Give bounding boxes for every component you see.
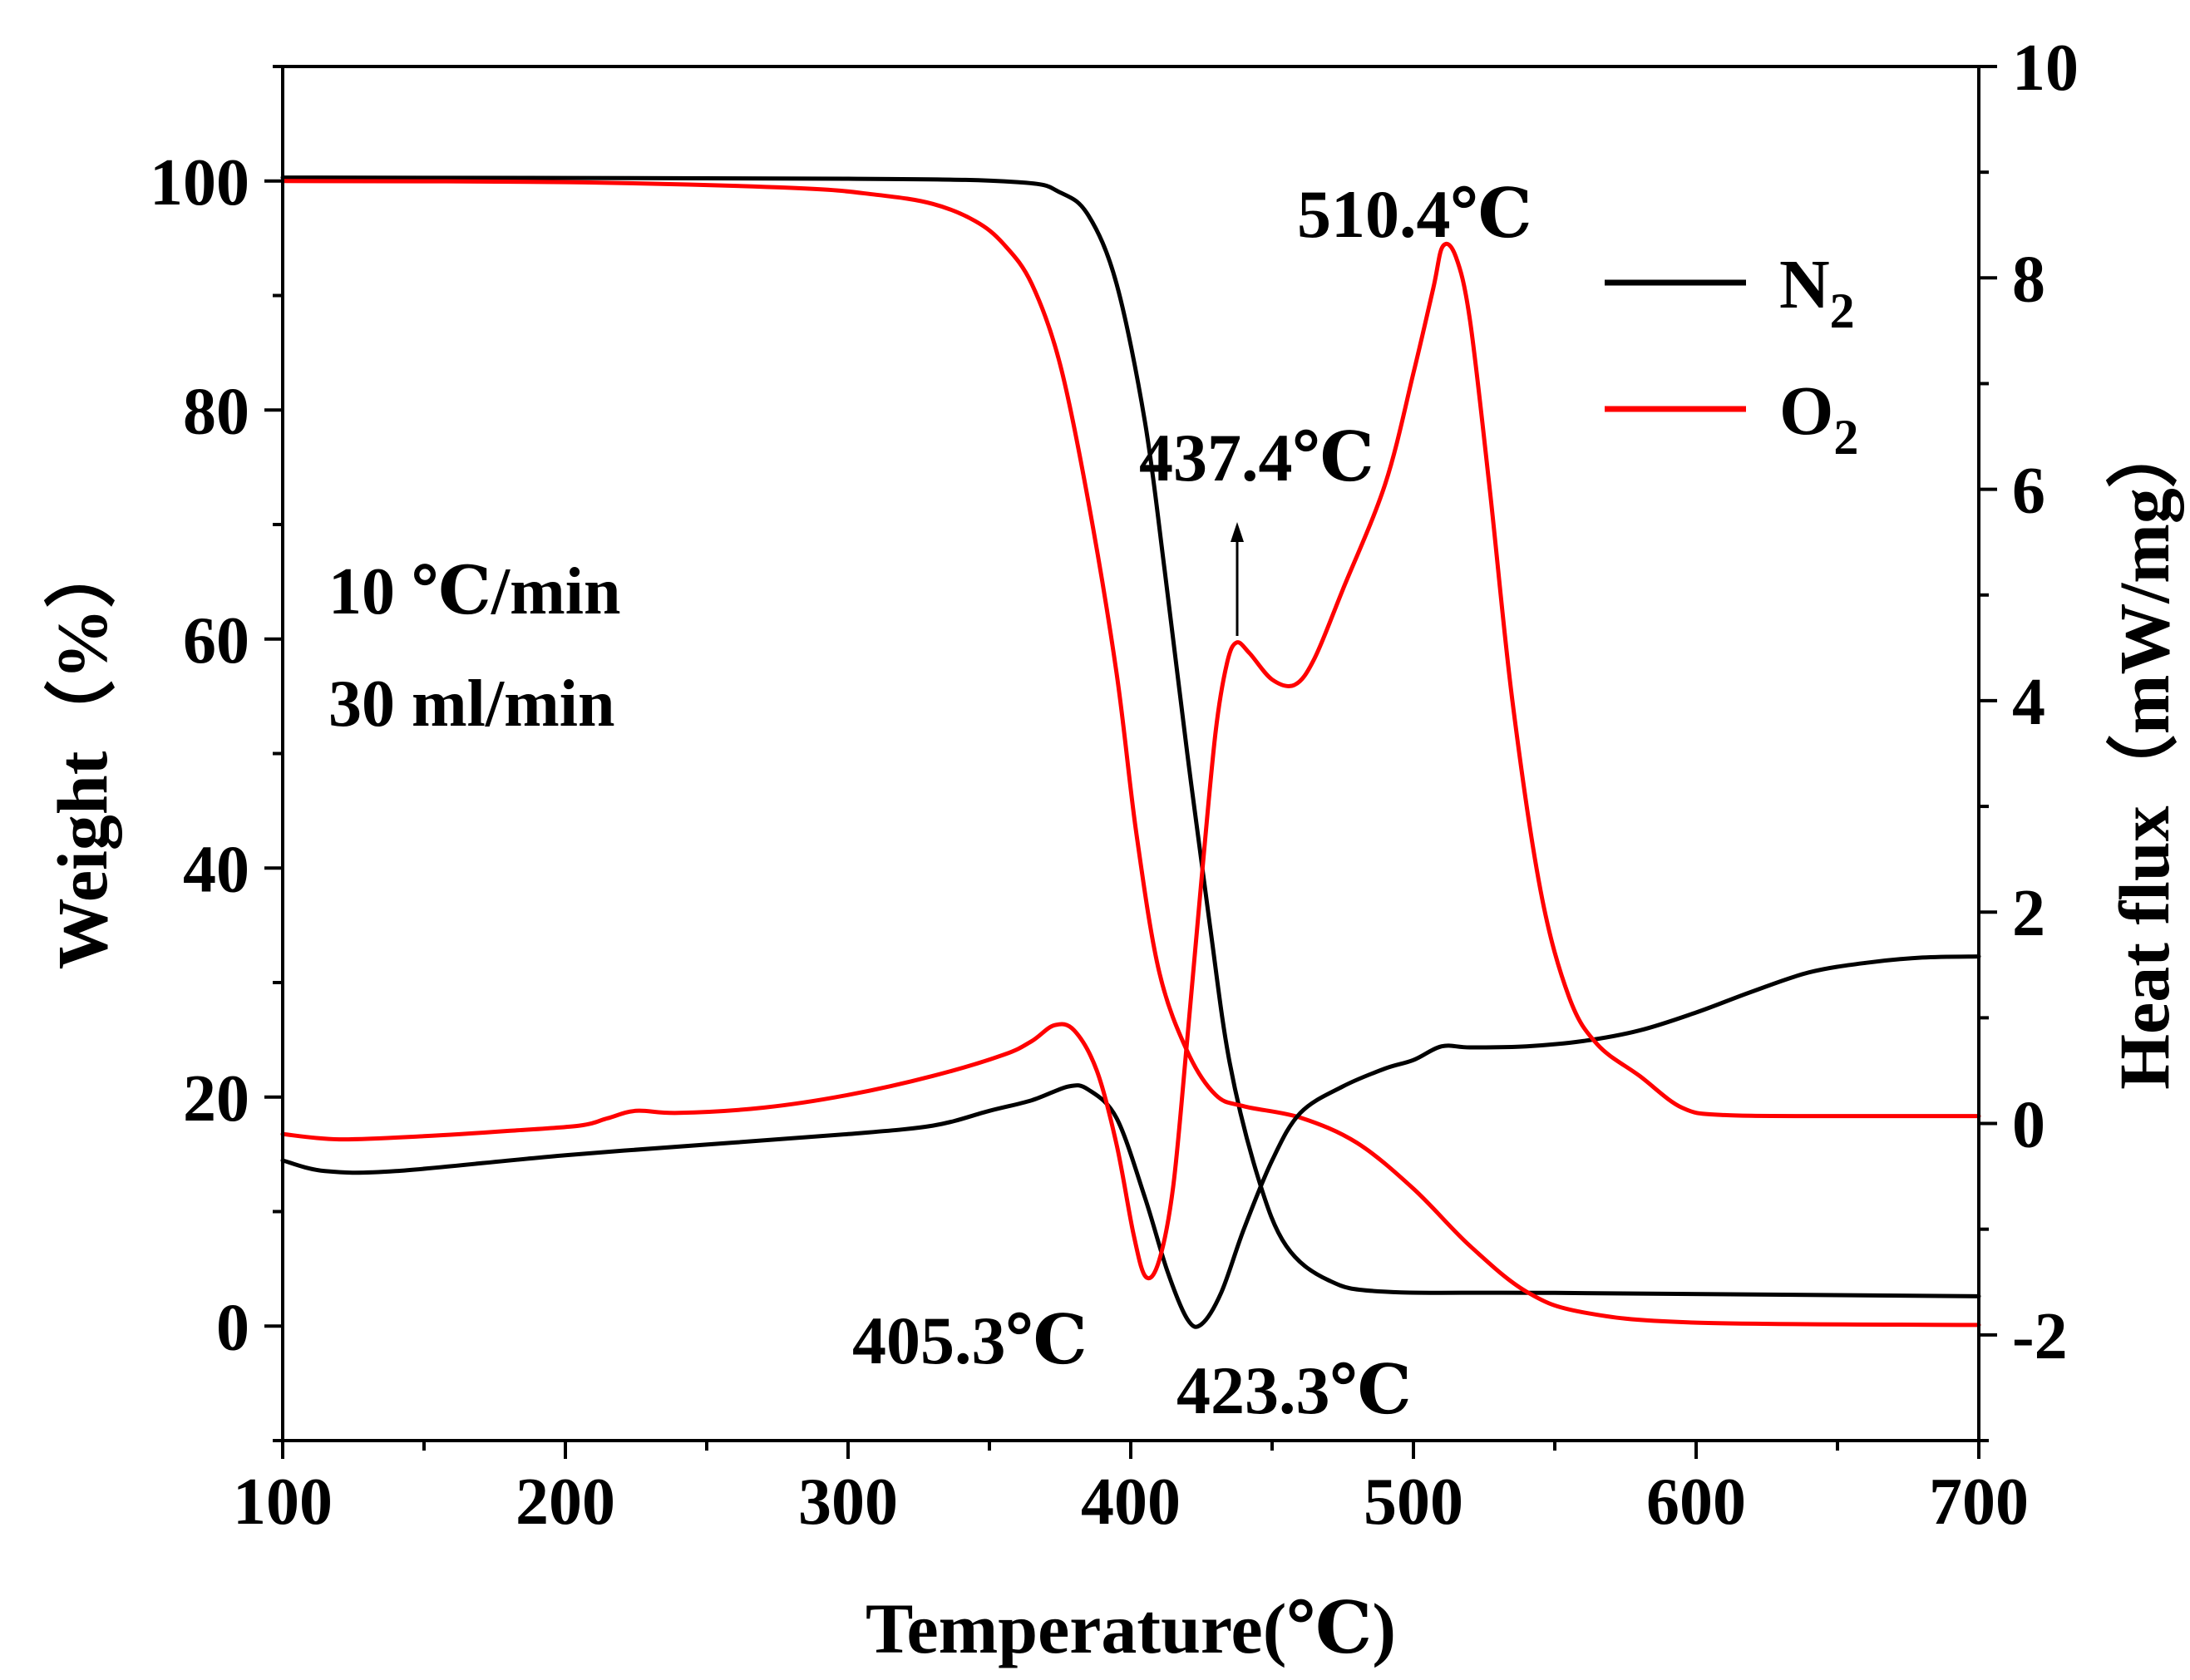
legend-label-n2-sub: 2 (1830, 283, 1855, 338)
x-tick-label-0: 100 (233, 1466, 333, 1539)
x-tick-label-4: 500 (1364, 1466, 1463, 1539)
y-left-tick-label-0: 0 (216, 1291, 249, 1364)
series-line-3 (280, 241, 1981, 1281)
legend: N2 O2 (1605, 246, 1858, 465)
y-right-tick-label-6: 10 (2012, 32, 2079, 105)
y-right-tick-label-0: -2 (2012, 1300, 2068, 1373)
x-tick-label-2: 300 (798, 1466, 898, 1539)
y-right-tick-label-3: 4 (2012, 666, 2045, 739)
series-line-0 (280, 175, 1981, 1298)
annotation-peak-510: 510.4℃ (1297, 176, 1532, 252)
y-left-tick-label-2: 40 (183, 833, 249, 906)
annotation-peak-405: 405.3℃ (852, 1303, 1088, 1378)
heating-rate-label: 10 ℃/min (328, 555, 620, 628)
series-layer (280, 175, 1981, 1329)
series-line-2 (280, 954, 1981, 1329)
y-left-axis-title: Weight（%） (42, 537, 122, 970)
axes-layer: 100 200 300 400 500 600 700 0 20 40 60 80 100 -2 0 2 4 6 8… (150, 32, 2079, 1539)
series-line-1 (280, 179, 1981, 1328)
annotation-peak-423: 423.3℃ (1176, 1352, 1412, 1428)
y-left-tick-label-4: 80 (183, 375, 249, 448)
x-tick-label-1: 200 (515, 1466, 615, 1539)
y-left-tick-label-1: 20 (183, 1062, 249, 1136)
legend-label-n2: N2 (1779, 246, 1855, 338)
y-right-tick-label-2: 2 (2012, 877, 2045, 950)
y-right-axis-title: Heat flux（mW/mg） (2104, 416, 2184, 1090)
y-right-tick-label-5: 8 (2012, 243, 2045, 316)
legend-label-o2-main: O (1779, 372, 1833, 450)
flow-rate-label: 30 ml/min (328, 668, 614, 741)
legend-label-n2-main: N (1779, 246, 1830, 323)
y-left-tick-label-3: 60 (183, 604, 249, 677)
x-tick-label-5: 600 (1646, 1466, 1746, 1539)
y-left-tick-label-5: 100 (150, 146, 249, 219)
y-right-tick-label-1: 0 (2012, 1089, 2045, 1162)
y-right-tick-label-4: 6 (2012, 455, 2045, 528)
annotation-peak-437: 437.4℃ (1139, 420, 1374, 495)
x-tick-label-3: 400 (1081, 1466, 1181, 1539)
legend-label-o2: O2 (1779, 372, 1858, 465)
x-tick-label-6: 700 (1929, 1466, 2029, 1539)
annotation-arrow-437 (1231, 522, 1244, 636)
x-axis-title: Temperature(℃) (866, 1589, 1396, 1668)
legend-label-o2-sub: 2 (1833, 410, 1858, 465)
